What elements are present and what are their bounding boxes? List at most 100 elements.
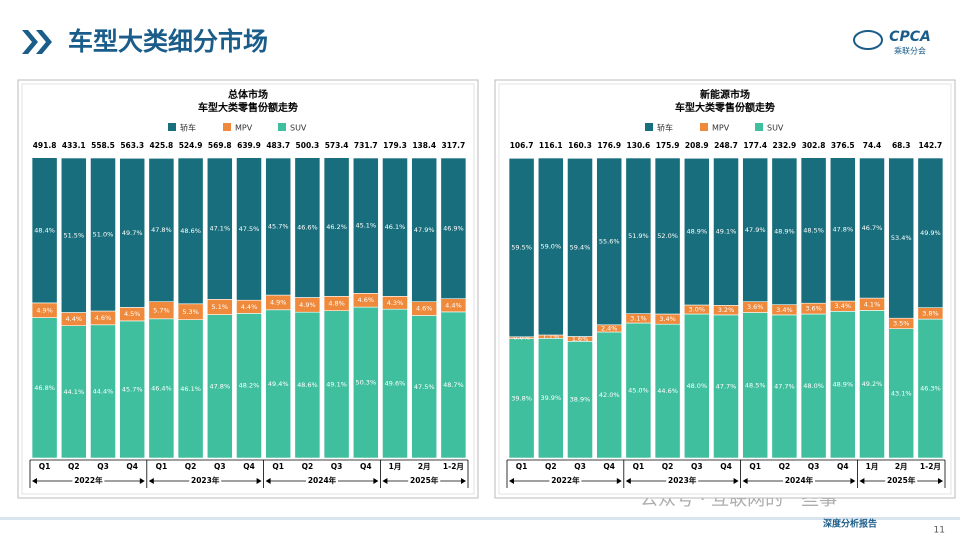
legend-label: 轿车	[657, 123, 673, 133]
bar-segment	[411, 315, 438, 459]
value-label: 4.9%	[36, 306, 53, 314]
legend-label: SUV	[767, 124, 784, 133]
legend-swatch	[700, 123, 708, 131]
bar-segment	[236, 157, 262, 301]
x-tick-label: Q3	[331, 462, 343, 471]
value-label: 44.6%	[657, 387, 678, 395]
bar-segment	[60, 157, 87, 313]
value-label: 45.7%	[268, 223, 289, 231]
value-label: 47.8%	[832, 225, 853, 233]
chart-subtitle: 车型大类零售份额走势	[198, 101, 298, 114]
bar-segment	[31, 157, 58, 304]
value-label: 44.1%	[63, 388, 84, 396]
bar-segment	[382, 157, 408, 297]
value-label: 49.9%	[920, 229, 941, 237]
x-tick-label: Q3	[214, 462, 226, 471]
logo-text: CPCA	[889, 29, 931, 45]
total-label: 74.4	[863, 141, 882, 150]
group-label-bg	[783, 476, 815, 486]
group-label-bg	[666, 476, 699, 486]
group-label: 2022年	[74, 475, 103, 485]
bar-segment	[596, 331, 623, 459]
value-label: 45.1%	[355, 222, 376, 230]
value-label: 49.6%	[385, 380, 406, 388]
bar-segment	[771, 314, 798, 459]
arrow-right	[139, 478, 145, 484]
bar-segment	[294, 157, 321, 298]
total-label: 433.1	[62, 141, 86, 150]
x-tick-label: 1月	[389, 462, 402, 471]
total-label: 160.3	[568, 141, 592, 150]
value-label: 4.4%	[241, 303, 258, 311]
bar-segment	[440, 311, 467, 459]
value-label: 48.9%	[686, 228, 707, 236]
bar-segment	[771, 157, 798, 305]
page-number: 11	[934, 526, 945, 536]
total-label: 116.1	[539, 141, 563, 150]
bar-segment	[888, 328, 915, 459]
total-label: 573.4	[325, 141, 349, 150]
chevron-icon	[22, 30, 52, 54]
bar-segment	[537, 337, 564, 459]
bar-segment	[411, 157, 438, 302]
legend-swatch	[223, 123, 231, 131]
value-label: 48.5%	[745, 381, 766, 389]
logo-subtext: 乘联分会	[894, 46, 926, 56]
value-label: 43.1%	[891, 389, 912, 397]
value-label: 55.6%	[599, 237, 620, 245]
value-label: 51.0%	[93, 231, 114, 239]
value-label: 3.4%	[776, 306, 793, 314]
slide-title: 车型大类细分市场	[68, 27, 268, 56]
value-label: 1.6%	[572, 335, 589, 343]
value-label: 45.7%	[122, 385, 143, 393]
bar-segment	[917, 318, 944, 459]
value-label: 4.5%	[124, 310, 141, 318]
value-label: 47.8%	[209, 382, 230, 390]
value-label: 49.1%	[326, 380, 347, 388]
arrow-left	[742, 478, 748, 484]
bar-segment	[440, 157, 467, 299]
bar-segment	[625, 322, 652, 459]
total-label: 483.7	[266, 141, 290, 150]
x-tick-label: 1月	[866, 462, 879, 471]
value-label: 52.0%	[657, 232, 678, 240]
total-label: 558.5	[91, 141, 115, 150]
group-label-bg	[306, 476, 338, 486]
value-label: 49.2%	[862, 380, 883, 388]
x-tick-label: Q2	[662, 462, 674, 471]
total-label: 208.9	[685, 141, 709, 150]
x-tick-label: 1-2月	[920, 462, 941, 471]
value-label: 46.7%	[862, 224, 883, 232]
x-tick-label: Q3	[808, 462, 820, 471]
bar-segment	[683, 158, 710, 306]
value-label: 3.5%	[893, 319, 910, 327]
bar-segment	[800, 157, 827, 304]
value-label: 39.8%	[511, 394, 532, 402]
chart-inner-frame	[498, 83, 952, 495]
total-label: 232.9	[773, 141, 797, 150]
bar-segment	[148, 318, 175, 459]
value-label: 5.7%	[153, 306, 170, 314]
x-tick-label: Q4	[720, 462, 732, 471]
bar-segment	[713, 157, 739, 306]
legend-swatch	[168, 123, 176, 131]
bar-segment	[90, 157, 116, 312]
bar-segment	[119, 158, 146, 308]
arrow-left	[148, 478, 154, 484]
total-label: 317.7	[442, 141, 466, 150]
value-label: 47.5%	[239, 225, 260, 233]
total-label: 177.4	[743, 141, 767, 150]
x-tick-label: Q3	[574, 462, 586, 471]
arrow-right	[733, 478, 739, 484]
group-label-bg	[408, 476, 441, 486]
arrow-right	[616, 478, 622, 484]
chart-title: 新能源市场	[700, 88, 750, 101]
value-label: 49.7%	[122, 229, 143, 237]
value-label: 3.6%	[805, 305, 822, 313]
total-label: 176.9	[597, 141, 621, 150]
value-label: 2.4%	[601, 324, 618, 332]
x-tick-label: Q1	[156, 462, 168, 471]
value-label: 48.6%	[297, 381, 318, 389]
total-label: 425.8	[150, 141, 174, 150]
total-label: 731.7	[354, 141, 378, 150]
